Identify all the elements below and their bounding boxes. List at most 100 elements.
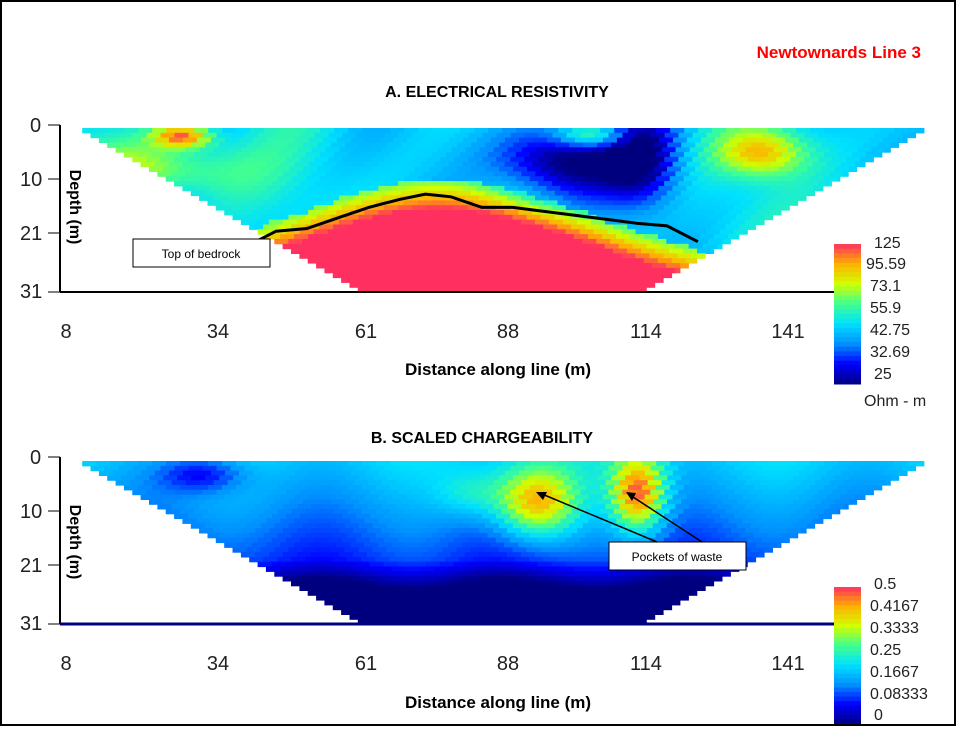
section-cell <box>625 475 640 481</box>
section-cell <box>321 258 337 264</box>
section-cell <box>478 600 493 606</box>
section-cell <box>420 470 436 476</box>
section-cell <box>497 619 513 625</box>
section-cell <box>571 532 587 539</box>
section-cell <box>548 219 564 225</box>
section-cell <box>320 128 335 134</box>
section-cell <box>517 566 533 572</box>
section-cell <box>840 470 856 476</box>
section-cell <box>406 161 422 168</box>
section-cell <box>364 210 379 216</box>
section-cell <box>311 147 327 153</box>
section-cell <box>530 461 545 467</box>
section-cell <box>717 147 733 153</box>
section-cell <box>291 176 307 182</box>
section-cell <box>431 485 447 491</box>
section-cell <box>798 494 814 500</box>
section-cell <box>168 137 184 143</box>
section-cell <box>719 537 735 544</box>
section-cell <box>709 142 724 148</box>
section-cell <box>781 200 797 206</box>
section-cell <box>210 470 226 476</box>
section-cell <box>624 214 640 221</box>
section-cell <box>300 465 316 472</box>
section-cell <box>546 185 561 192</box>
section-cell <box>551 277 566 283</box>
section-cell <box>613 580 628 587</box>
section-cell <box>562 552 578 558</box>
section-cell <box>622 181 637 187</box>
section-cell <box>252 470 268 476</box>
scale-b-label: 0.4167 <box>870 598 919 615</box>
section-cell <box>286 465 302 472</box>
section-cell <box>255 147 271 153</box>
section-cell <box>712 128 727 134</box>
scale-swatch <box>834 281 861 287</box>
section-cell <box>359 166 374 172</box>
section-cell <box>529 532 545 539</box>
section-cell <box>599 176 615 182</box>
section-cell <box>381 195 396 201</box>
section-cell <box>723 475 738 481</box>
section-cell <box>706 181 721 187</box>
section-cell <box>140 470 156 476</box>
section-cell <box>663 537 679 544</box>
section-cell <box>644 137 660 143</box>
scale-swatch <box>834 692 861 698</box>
site-title: Newtownards Line 3 <box>757 43 921 62</box>
section-cell <box>349 566 365 572</box>
section-cell <box>299 253 314 259</box>
section-cell <box>487 580 502 587</box>
section-cell <box>274 214 290 221</box>
section-cell <box>419 282 435 288</box>
section-cell <box>481 537 497 544</box>
section-cell <box>846 132 862 139</box>
section-cell <box>518 470 534 476</box>
section-cell <box>689 480 705 486</box>
section-cell <box>258 181 273 187</box>
section-cell <box>753 532 769 539</box>
section-cell <box>479 171 494 177</box>
section-cell <box>294 161 310 168</box>
section-cell <box>405 282 421 288</box>
section-cell <box>807 499 822 505</box>
section-cell <box>426 513 441 520</box>
section-cell <box>450 219 466 225</box>
section-cell <box>639 475 654 481</box>
section-cell <box>456 571 471 577</box>
section-cell <box>669 248 684 254</box>
section-cell <box>643 234 659 240</box>
section-cell <box>728 137 744 143</box>
section-cell <box>331 499 346 505</box>
section-cell <box>674 243 690 250</box>
section-cell <box>353 171 368 177</box>
section-cell <box>580 156 595 163</box>
section-cell <box>182 185 197 192</box>
section-cell <box>210 137 226 143</box>
section-cell <box>400 571 415 577</box>
section-cell <box>787 504 802 510</box>
section-cell <box>688 576 704 582</box>
panel-chargeability: B. SCALED CHARGEABILITY 0 10 21 31 Depth… <box>20 430 928 725</box>
section-cell <box>790 132 806 139</box>
section-cell <box>750 214 766 221</box>
section-cell <box>767 152 783 158</box>
section-cell <box>879 485 883 491</box>
section-cell <box>415 166 430 172</box>
section-cell <box>356 489 371 496</box>
section-cell <box>366 552 382 558</box>
section-cell <box>333 485 349 491</box>
section-cell <box>742 470 758 476</box>
section-cell <box>544 461 559 467</box>
section-cell <box>585 200 601 206</box>
section-cell <box>338 552 354 558</box>
section-cell <box>515 556 530 563</box>
section-cell <box>588 494 604 500</box>
section-cell <box>238 185 253 192</box>
section-cell <box>409 195 424 201</box>
section-cell <box>594 156 609 163</box>
section-cell <box>482 513 497 520</box>
section-cell <box>734 489 749 496</box>
section-cell <box>490 470 506 476</box>
section-cell <box>525 619 541 625</box>
